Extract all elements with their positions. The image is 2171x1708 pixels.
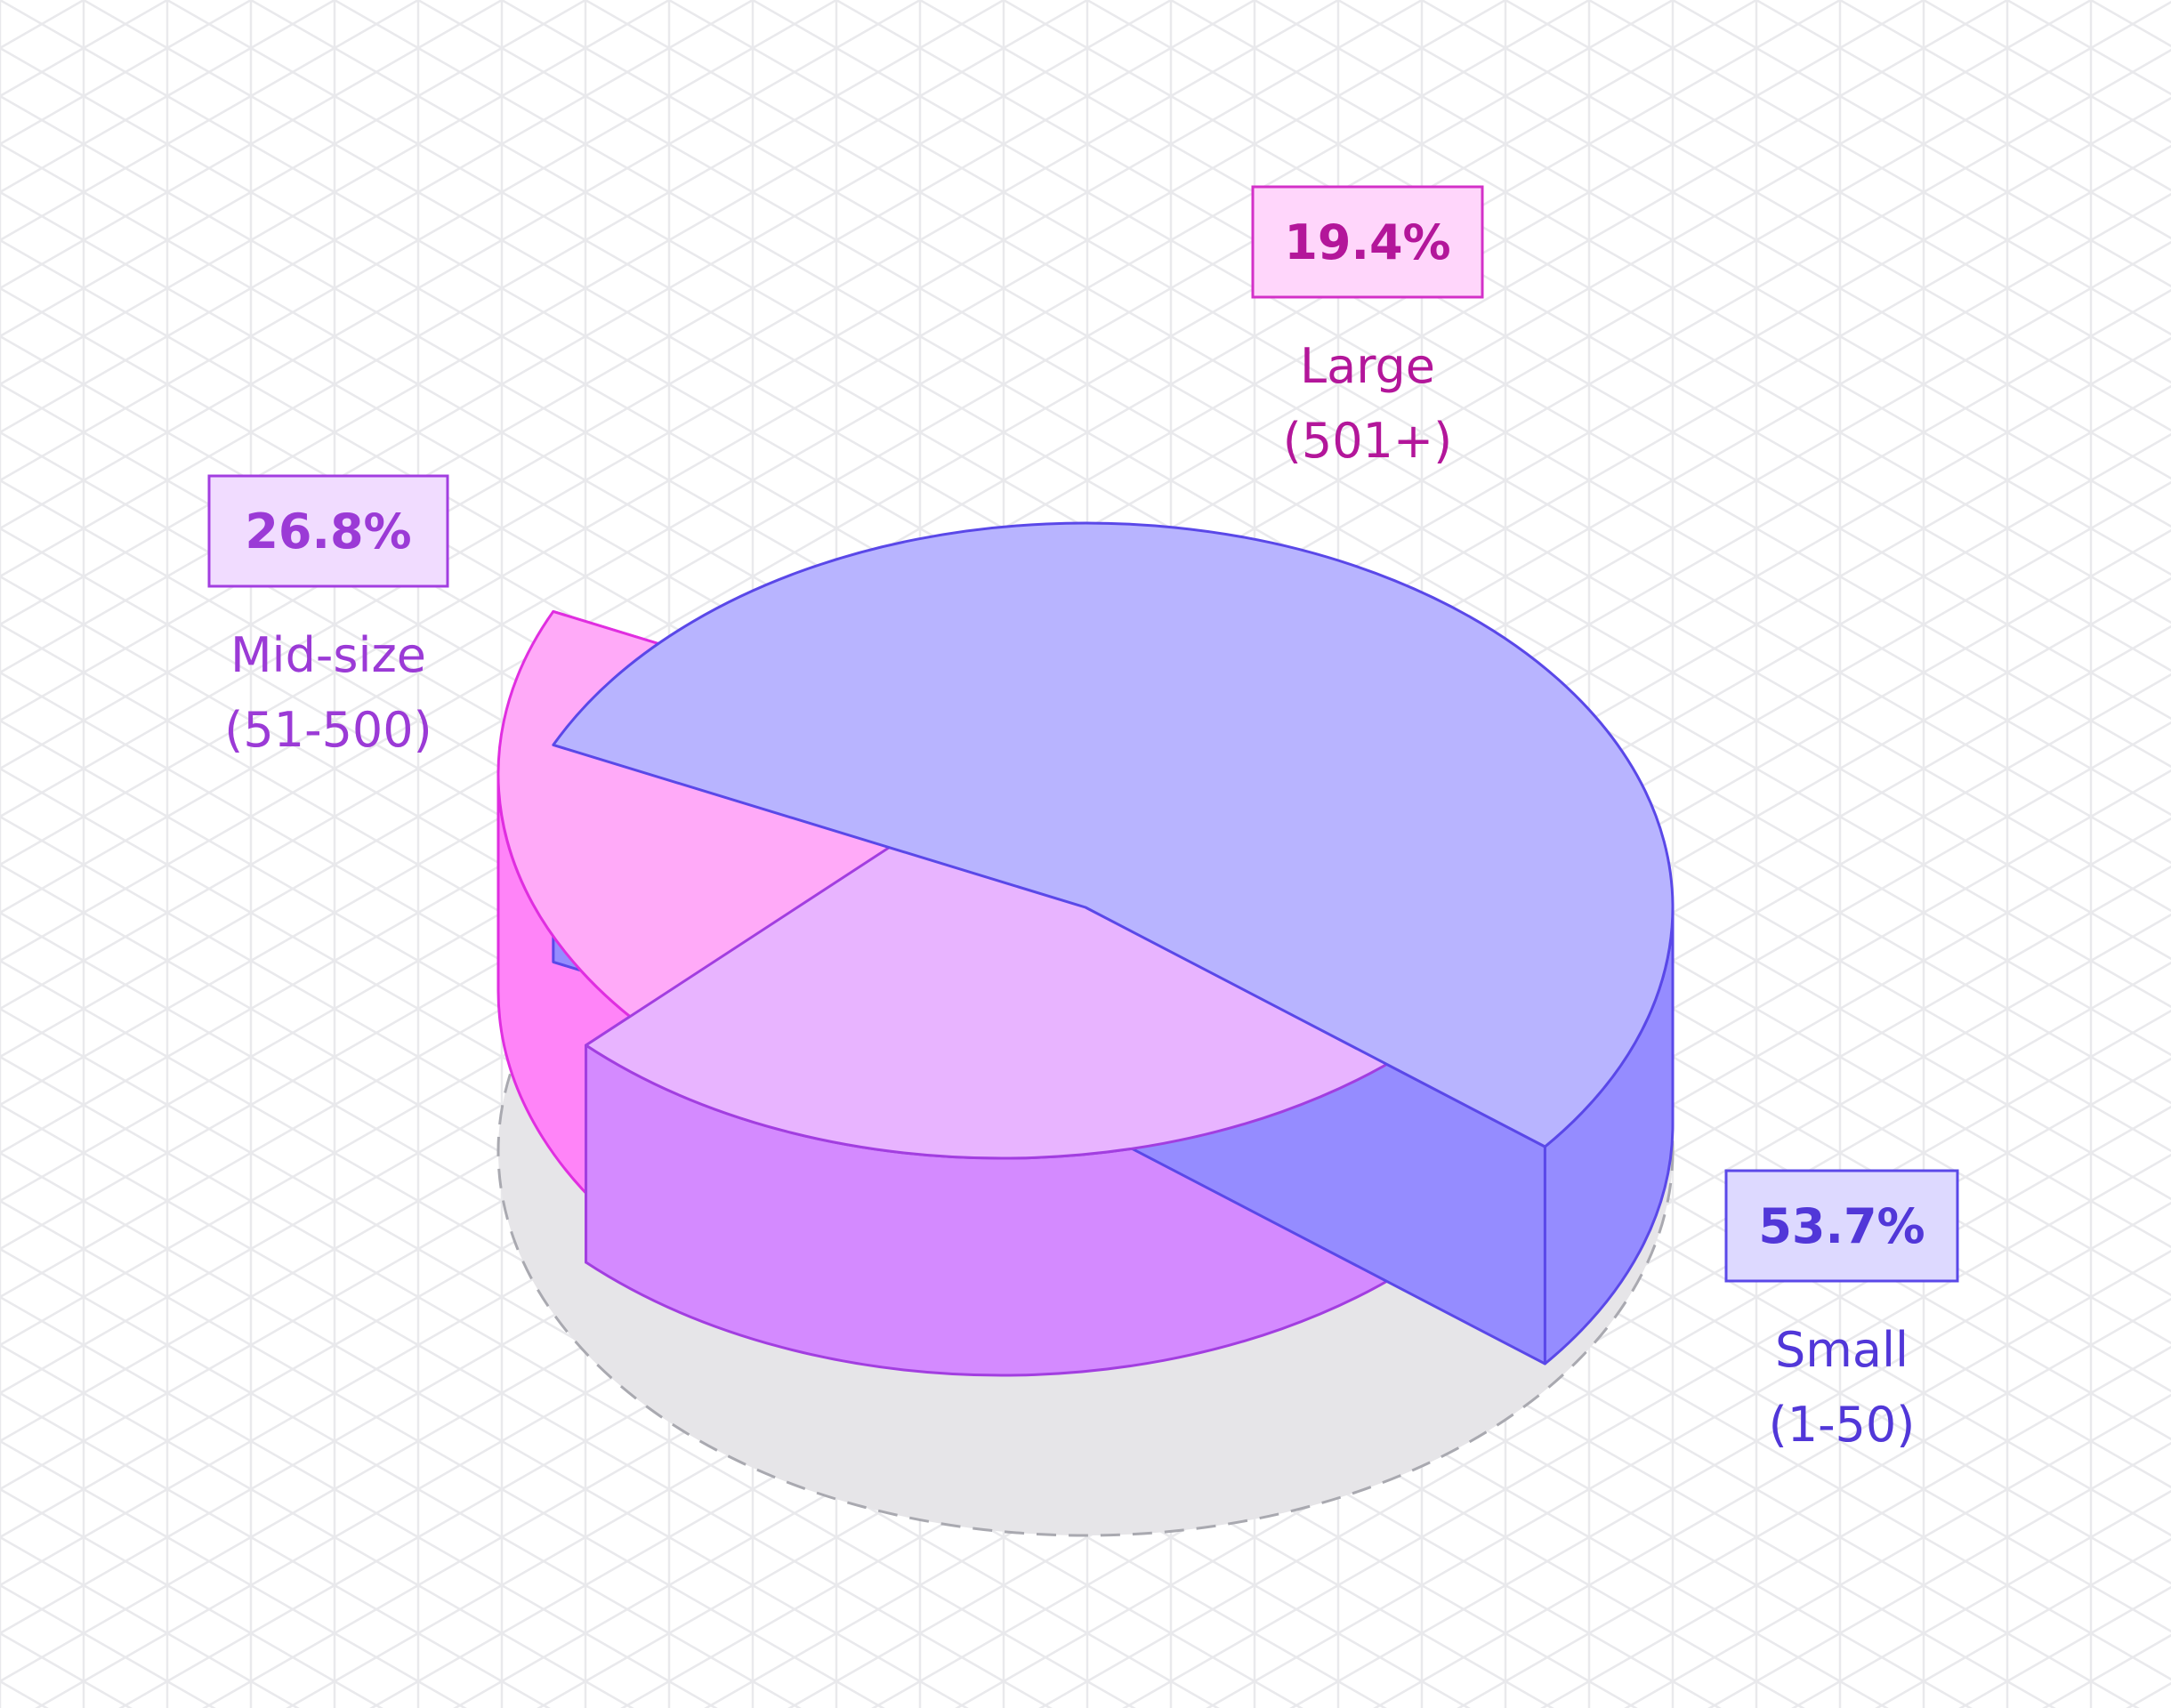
percent-badge-1 xyxy=(207,474,449,588)
percent-label-0: 53.7% xyxy=(1758,1198,1925,1254)
slice-top-1 xyxy=(585,772,1463,1160)
category-label-1-line-0: Mid-size xyxy=(230,627,426,683)
slice-label-0: 53.7% Small (1-50) xyxy=(1724,1169,1959,1453)
category-label-0-line-1: (1-50) xyxy=(1769,1397,1916,1453)
slice-top-0 xyxy=(552,521,1675,1148)
percent-badge-2 xyxy=(1251,185,1484,299)
percent-label-2: 19.4% xyxy=(1284,214,1450,270)
category-label-0-line-0: Small xyxy=(1775,1322,1909,1378)
category-label-1-line-1: (51-500) xyxy=(224,702,432,758)
category-label-2-line-0: Large xyxy=(1300,338,1435,394)
slice-label-1: 26.8% Mid-size (51-500) xyxy=(207,474,449,758)
percent-label-1: 26.8% xyxy=(245,504,411,560)
percent-badge-0 xyxy=(1724,1169,1959,1283)
slice-label-2: 19.4% Large (501+) xyxy=(1251,185,1484,469)
category-label-2-line-1: (501+) xyxy=(1283,413,1452,469)
